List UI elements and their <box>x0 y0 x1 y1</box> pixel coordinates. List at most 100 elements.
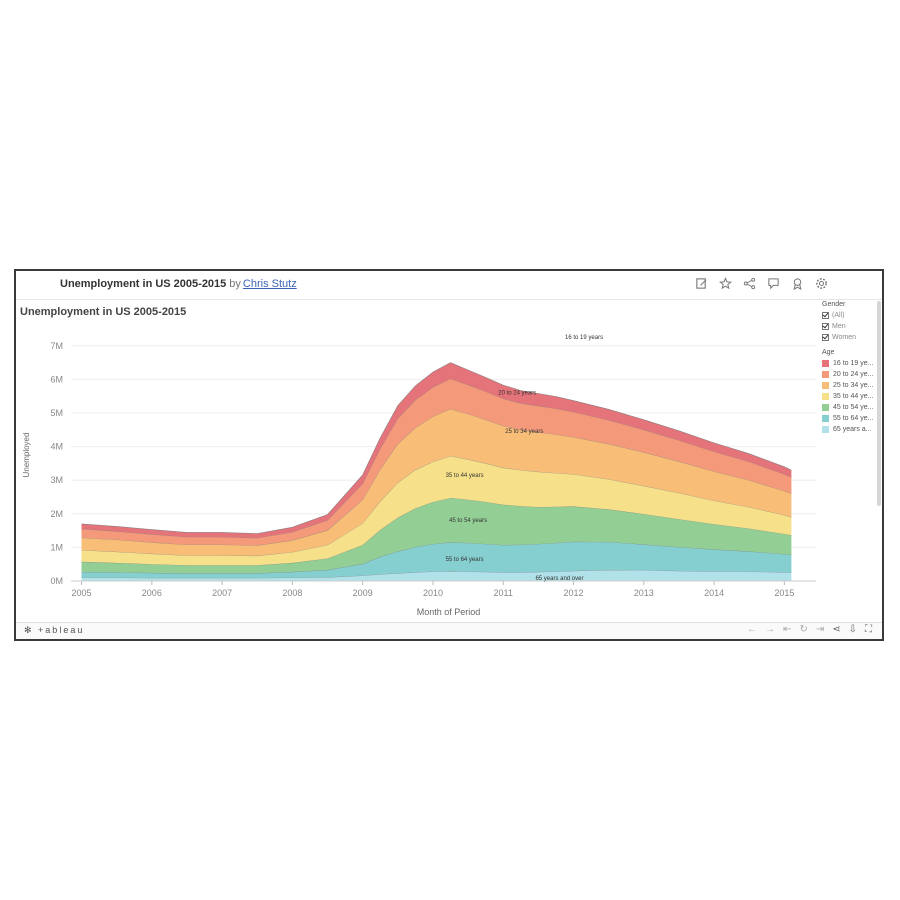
area-annotation: 25 to 34 years <box>505 429 543 435</box>
series-boundary-line <box>81 362 792 534</box>
footer-share-icon[interactable]: ⋖ <box>832 624 841 635</box>
age-legend-item[interactable]: 20 to 24 ye... <box>822 369 882 380</box>
area-35-to-44-years[interactable] <box>81 456 792 566</box>
y-tick-label: 1M <box>50 542 63 552</box>
age-legend-item[interactable]: 65 years a... <box>822 424 882 435</box>
area-25-to-34-years[interactable] <box>81 409 792 556</box>
series-boundary-line <box>81 408 792 546</box>
x-tick-label: 2008 <box>282 588 302 598</box>
x-tick-label: 2010 <box>423 588 443 598</box>
series-boundary-line <box>81 455 792 557</box>
filters-panel: Gender (All) Men Women Age 16 to 19 ye..… <box>822 301 882 435</box>
stacked-area-chart: 0M 1M 2M 3M 4M 5M 6M 7M 2005 2006 2007 2008 2009 2010… <box>22 335 816 617</box>
edit-icon[interactable] <box>695 277 708 290</box>
x-tick-label: 2012 <box>564 588 584 598</box>
age-legend: 16 to 19 ye... 20 to 24 ye... 25 to 34 ye.… <box>822 358 882 435</box>
gender-option-all[interactable]: (All) <box>822 310 882 321</box>
gender-filter-label: Gender <box>822 301 846 308</box>
tableau-footer: ✻ +ableau ← → ⇤ ↻ ⇥ ⋖ ⇩ ⛶ <box>16 622 882 639</box>
scrollbar[interactable] <box>877 301 881 506</box>
area-annotation: 35 to 44 years <box>446 473 484 479</box>
share-icon[interactable] <box>743 277 756 290</box>
x-tick-label: 2015 <box>774 588 794 598</box>
y-tick-label: 6M <box>50 374 63 384</box>
legend-swatch <box>822 382 829 389</box>
gender-option-women[interactable]: Women <box>822 332 882 343</box>
gender-option-label: Men <box>832 323 846 330</box>
legend-swatch <box>822 371 829 378</box>
fullscreen-icon[interactable]: ⛶ <box>865 624 872 635</box>
legend-swatch <box>822 360 829 367</box>
gender-option-label: (All) <box>832 312 845 319</box>
age-legend-item[interactable]: 45 to 54 ye... <box>822 402 882 413</box>
legend-label: 65 years a... <box>833 426 872 433</box>
x-tick-label: 2006 <box>142 588 162 598</box>
download-icon[interactable]: ⇩ <box>848 624 857 635</box>
workbook-by: by <box>229 278 241 290</box>
y-tick-label: 4M <box>50 442 63 452</box>
legend-label: 45 to 54 ye... <box>833 404 874 411</box>
area-annotation: 45 to 54 years <box>449 518 487 524</box>
age-legend-item[interactable]: 25 to 34 ye... <box>822 380 882 391</box>
gender-filter: (All) Men Women <box>822 310 882 343</box>
age-legend-item[interactable]: 35 to 44 ye... <box>822 391 882 402</box>
gender-option-label: Women <box>832 334 856 341</box>
redo-icon[interactable]: → <box>765 624 776 635</box>
checkbox-icon <box>822 323 829 330</box>
area-55-to-64-years[interactable] <box>81 541 792 578</box>
checkbox-icon <box>822 312 829 319</box>
series-boundary-line <box>81 378 792 539</box>
area-annotation: 55 to 64 years <box>446 557 484 563</box>
y-axis-title: Unemployed <box>22 433 31 478</box>
legend-swatch <box>822 404 829 411</box>
legend-label: 35 to 44 ye... <box>833 393 874 400</box>
comment-icon[interactable] <box>767 277 780 290</box>
workbook-title: Unemployment in US 2005-2015 <box>60 278 227 290</box>
y-tick-label: 0M <box>50 576 63 586</box>
gear-icon[interactable] <box>815 277 828 290</box>
age-legend-label: Age <box>822 349 835 356</box>
y-tick-label: 2M <box>50 509 63 519</box>
tableau-embed: Unemployment in US 2005-2015 by Chris Stut… <box>14 269 884 641</box>
revert-icon[interactable]: ⇤ <box>783 624 792 635</box>
undo-icon[interactable]: ← <box>747 624 758 635</box>
workbook-header: Unemployment in US 2005-2015 by Chris Stut… <box>16 271 882 300</box>
sheet-title: Unemployment in US 2005-2015 <box>20 306 187 318</box>
tableau-logo[interactable]: ✻ +ableau <box>24 625 84 636</box>
x-tick-label: 2009 <box>353 588 373 598</box>
legend-label: 20 to 24 ye... <box>833 371 874 378</box>
tableau-logo-text: +ableau <box>38 625 85 635</box>
area-20-to-24-years[interactable] <box>81 378 792 546</box>
x-tick-label: 2014 <box>704 588 724 598</box>
star-icon[interactable] <box>719 277 732 290</box>
y-tick-label: 3M <box>50 475 63 485</box>
x-axis-title: Month of Period <box>417 607 481 617</box>
workbook-title-row: Unemployment in US 2005-2015 by Chris Stut… <box>60 278 297 290</box>
area-annotation: 20 to 24 years <box>498 391 536 397</box>
legend-label: 55 to 64 ye... <box>833 415 874 422</box>
legend-label: 16 to 19 ye... <box>833 360 874 367</box>
area-annotation: 65 years and over <box>535 576 583 582</box>
area-annotation: 16 to 19 years <box>565 335 603 341</box>
toolbar <box>695 277 828 290</box>
refresh-icon[interactable]: ↻ <box>799 624 808 635</box>
badge-icon[interactable] <box>791 277 804 290</box>
legend-swatch <box>822 393 829 400</box>
y-tick-label: 5M <box>50 408 63 418</box>
x-tick-label: 2011 <box>494 588 513 598</box>
x-tick-label: 2013 <box>634 588 654 598</box>
legend-swatch <box>822 426 829 433</box>
checkbox-icon <box>822 334 829 341</box>
gender-option-men[interactable]: Men <box>822 321 882 332</box>
age-legend-item[interactable]: 16 to 19 ye... <box>822 358 882 369</box>
x-tick-label: 2007 <box>212 588 232 598</box>
legend-swatch <box>822 415 829 422</box>
author-link[interactable]: Chris Stutz <box>242 278 297 290</box>
age-legend-item[interactable]: 55 to 64 ye... <box>822 413 882 424</box>
area-45-to-54-years[interactable] <box>81 498 792 574</box>
x-tick-label: 2005 <box>72 588 92 598</box>
pause-icon[interactable]: ⇥ <box>815 624 825 635</box>
y-tick-label: 7M <box>50 341 63 351</box>
footer-nav: ← → ⇤ ↻ ⇥ ⋖ ⇩ ⛶ <box>747 624 872 635</box>
legend-label: 25 to 34 ye... <box>833 382 874 389</box>
